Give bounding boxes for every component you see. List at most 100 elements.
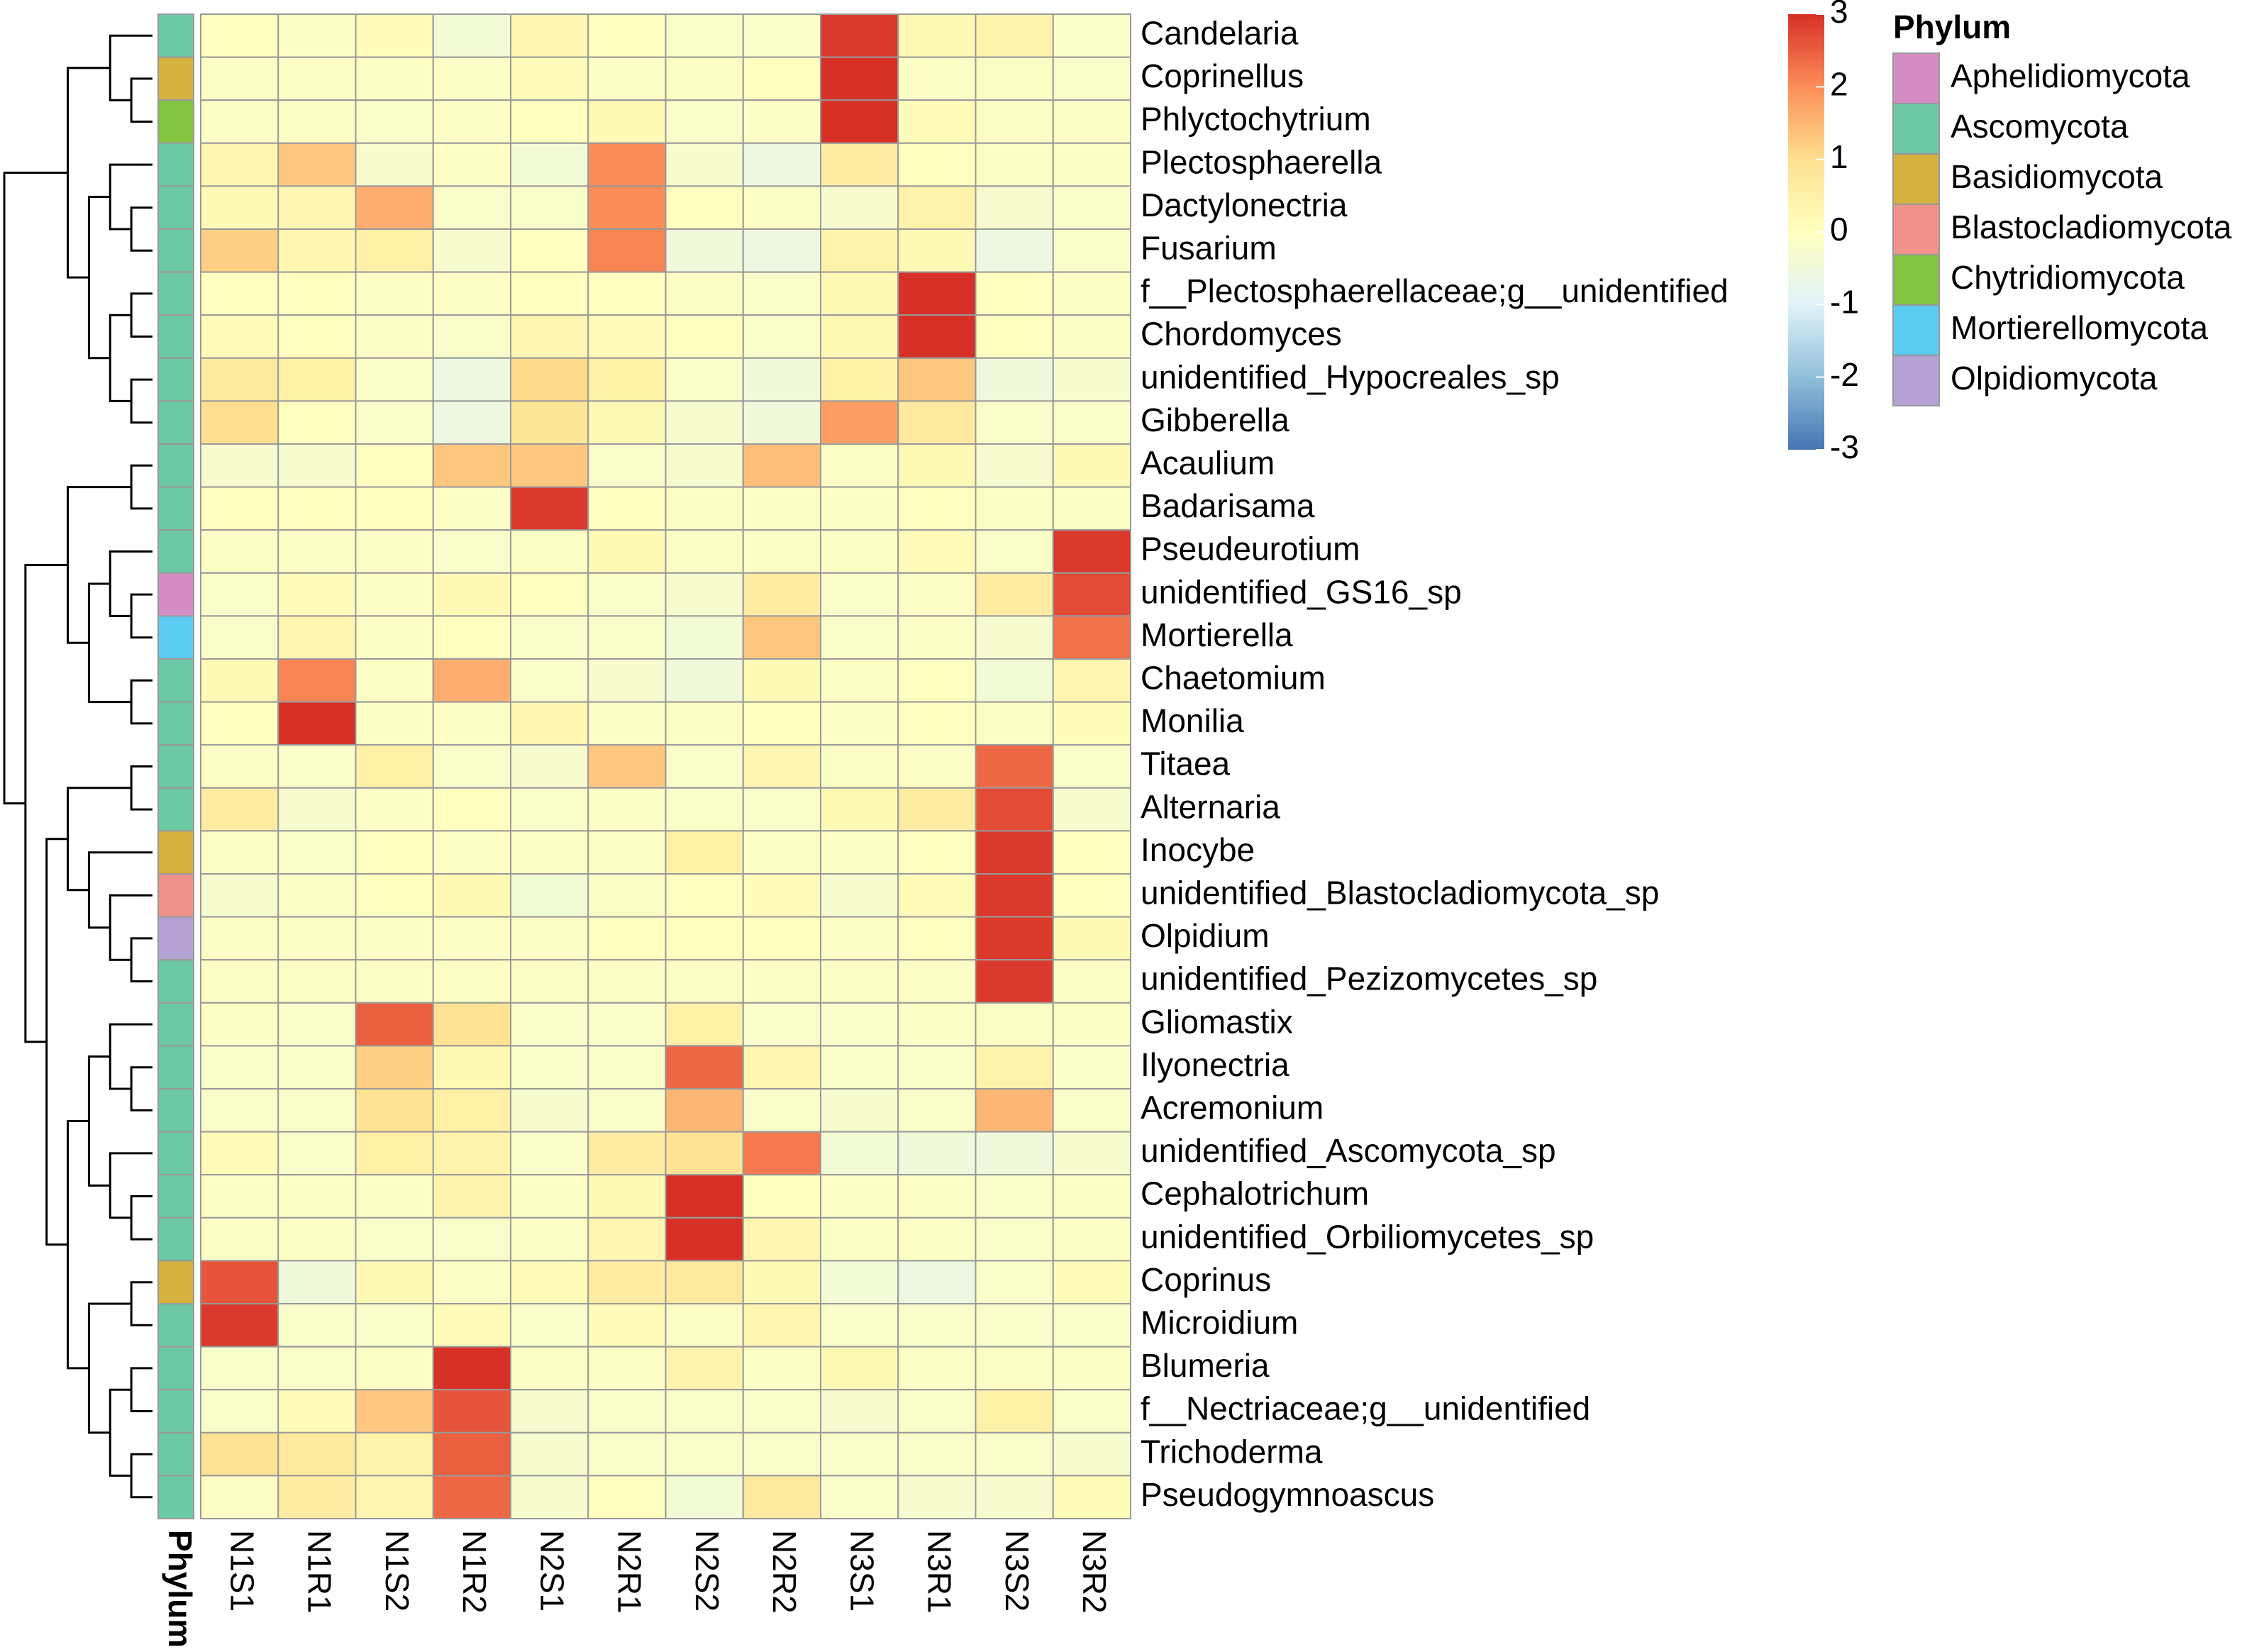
heat-cell: [510, 1475, 589, 1519]
heat-cell: [665, 1088, 744, 1133]
heat-cell: [200, 615, 279, 660]
annotation-cell: [157, 830, 194, 875]
heat-cell: [355, 959, 434, 1004]
heat-cell: [820, 787, 899, 832]
heat-cell: [355, 787, 434, 832]
heat-cell: [665, 1216, 744, 1262]
heat-cell: [432, 830, 511, 875]
dendrogram-branch: [130, 1367, 152, 1412]
annotation-cell: [157, 701, 194, 746]
heat-cell: [277, 443, 357, 488]
heat-cell: [665, 56, 744, 101]
heat-cell: [587, 1260, 667, 1305]
heat-cell: [277, 787, 357, 832]
heat-cell: [277, 486, 357, 531]
heat-cell: [587, 228, 667, 273]
heat-cell: [432, 443, 511, 488]
heat-cell: [975, 1088, 1054, 1133]
heat-cell: [975, 959, 1054, 1004]
color-tick-label: -3: [1830, 428, 1859, 465]
heat-cell: [975, 744, 1054, 789]
legend-label: Chytridiomycota: [1951, 259, 2185, 296]
annotation-cell: [157, 1002, 194, 1047]
heat-cell: [355, 873, 434, 918]
heat-cell: [820, 1303, 899, 1348]
heat-cell: [432, 1260, 511, 1305]
heat-cell: [277, 572, 357, 617]
heat-cell: [820, 357, 899, 402]
annotation-cell: [157, 228, 194, 273]
heat-cell: [432, 1088, 511, 1133]
dendrogram-branch: [87, 582, 132, 704]
heat-cell: [355, 443, 434, 488]
heat-cell: [587, 744, 667, 789]
row-label: Cephalotrichum: [1141, 1175, 1369, 1212]
heat-cell: [897, 572, 977, 617]
heat-cell: [510, 830, 589, 875]
heat-cell: [897, 1431, 977, 1477]
heat-cell: [820, 99, 899, 144]
heat-cell: [432, 1131, 511, 1176]
heat-cell: [200, 13, 279, 58]
heat-cell: [665, 1002, 744, 1047]
legend-label: Mortierellomycota: [1951, 309, 2208, 346]
heat-cell: [665, 529, 744, 574]
heat-cell: [665, 1131, 744, 1176]
heat-cell: [510, 142, 589, 187]
annotation-cell: [157, 357, 194, 402]
heat-cell: [975, 1346, 1054, 1391]
annotation-cell: [157, 443, 194, 488]
heat-cell: [587, 357, 667, 402]
heat-cell: [277, 1216, 357, 1262]
row-label: Monilia: [1141, 702, 1244, 739]
legend-swatch: [1892, 355, 1940, 406]
heat-cell: [1052, 486, 1131, 531]
heat-cell: [510, 701, 589, 746]
heat-cell: [742, 1260, 821, 1305]
heat-cell: [742, 1045, 821, 1090]
heat-cell: [665, 1346, 744, 1391]
heat-cell: [355, 615, 434, 660]
row-label: unidentified_GS16_sp: [1141, 573, 1462, 610]
heat-cell: [355, 271, 434, 316]
heat-cell: [897, 1088, 977, 1133]
heat-cell: [1052, 787, 1131, 832]
row-label: Dactylonectria: [1141, 187, 1348, 223]
heat-cell: [587, 13, 667, 58]
heat-cell: [355, 1260, 434, 1305]
legend-swatch: [1892, 304, 1940, 356]
heat-cell: [200, 99, 279, 144]
heat-cell: [432, 1431, 511, 1477]
heat-cell: [200, 529, 279, 574]
row-label: Gibberella: [1141, 401, 1289, 438]
legend-label: Basidiomycota: [1951, 158, 2163, 195]
heat-cell: [742, 1216, 821, 1262]
heat-cell: [975, 787, 1054, 832]
heat-cell: [1052, 615, 1131, 660]
column-label: N3S1: [843, 1530, 880, 1612]
column-label: N1S1: [223, 1530, 260, 1612]
heat-cell: [200, 271, 279, 316]
heat-cell: [742, 873, 821, 918]
heat-cell: [975, 357, 1054, 402]
dendrogram-branch: [109, 314, 132, 402]
heat-cell: [665, 357, 744, 402]
annotation-cell: [157, 916, 194, 961]
heat-cell: [432, 658, 511, 703]
heat-cell: [510, 1216, 589, 1262]
heat-cell: [510, 572, 589, 617]
dendrogram-branch: [130, 937, 152, 982]
heat-cell: [975, 830, 1054, 875]
heat-cell: [742, 1389, 821, 1434]
heat-cell: [587, 1303, 667, 1348]
heat-cell: [975, 486, 1054, 531]
heat-cell: [587, 701, 667, 746]
heat-cell: [897, 443, 977, 488]
legend-label: Ascomycota: [1951, 108, 2129, 145]
heat-cell: [1052, 1431, 1131, 1477]
heat-cell: [820, 1346, 899, 1391]
dendrogram-branch: [67, 1119, 89, 1370]
heat-cell: [277, 13, 357, 58]
column-label: N2S2: [689, 1530, 726, 1612]
annotation-cell: [157, 13, 194, 58]
